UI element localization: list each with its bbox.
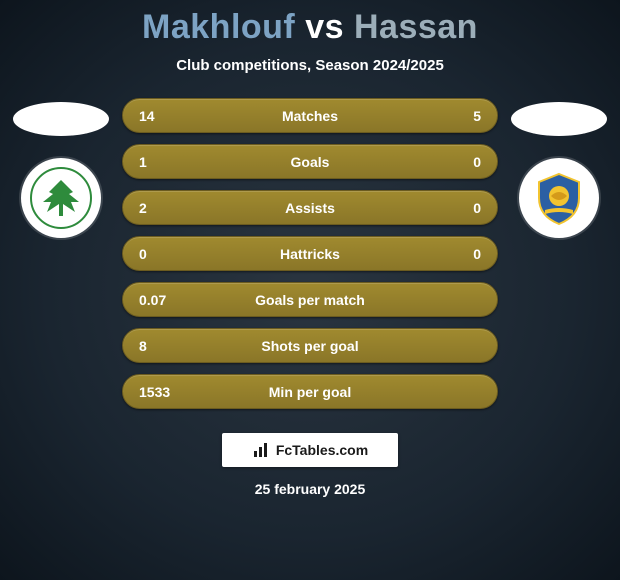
stat-left-value: 0 xyxy=(139,246,199,262)
stat-left-value: 14 xyxy=(139,108,199,124)
chart-icon xyxy=(252,441,270,459)
stat-row: 8 Shots per goal xyxy=(122,328,498,363)
shield-crest-icon xyxy=(527,166,591,230)
stat-left-value: 1 xyxy=(139,154,199,170)
eagle-crest-icon xyxy=(29,166,93,230)
stat-label: Shots per goal xyxy=(199,338,421,354)
stats-column: 14 Matches 5 1 Goals 0 2 Assists 0 0 Hat… xyxy=(116,98,504,409)
stat-label: Goals per match xyxy=(199,292,421,308)
stat-row: 1 Goals 0 xyxy=(122,144,498,179)
stat-right-value: 0 xyxy=(421,200,481,216)
stat-left-value: 2 xyxy=(139,200,199,216)
club-left-badge xyxy=(21,158,101,238)
stat-label: Assists xyxy=(199,200,421,216)
stat-right-value: 0 xyxy=(421,154,481,170)
brand-badge[interactable]: FcTables.com xyxy=(222,433,398,467)
content-area: 14 Matches 5 1 Goals 0 2 Assists 0 0 Hat… xyxy=(0,98,620,409)
stat-row: 2 Assists 0 xyxy=(122,190,498,225)
stat-label: Matches xyxy=(199,108,421,124)
brand-label: FcTables.com xyxy=(276,442,368,458)
player1-name: Makhlouf xyxy=(142,8,295,46)
stat-row: 0 Hattricks 0 xyxy=(122,236,498,271)
stat-label: Hattricks xyxy=(199,246,421,262)
stat-left-value: 1533 xyxy=(139,384,199,400)
stat-row: 0.07 Goals per match xyxy=(122,282,498,317)
stat-label: Goals xyxy=(199,154,421,170)
player1-photo xyxy=(13,102,109,136)
right-side xyxy=(504,98,614,238)
left-side xyxy=(6,98,116,238)
stat-left-value: 0.07 xyxy=(139,292,199,308)
subtitle: Club competitions, Season 2024/2025 xyxy=(0,57,620,74)
stat-label: Min per goal xyxy=(199,384,421,400)
stat-row: 1533 Min per goal xyxy=(122,374,498,409)
club-right-badge xyxy=(519,158,599,238)
stat-right-value: 5 xyxy=(421,108,481,124)
player2-name: Hassan xyxy=(354,8,478,46)
stat-row: 14 Matches 5 xyxy=(122,98,498,133)
date-text: 25 february 2025 xyxy=(0,481,620,497)
vs-text: vs xyxy=(305,8,344,46)
player2-photo xyxy=(511,102,607,136)
stat-left-value: 8 xyxy=(139,338,199,354)
comparison-title: Makhlouf vs Hassan xyxy=(0,0,620,47)
stat-right-value: 0 xyxy=(421,246,481,262)
